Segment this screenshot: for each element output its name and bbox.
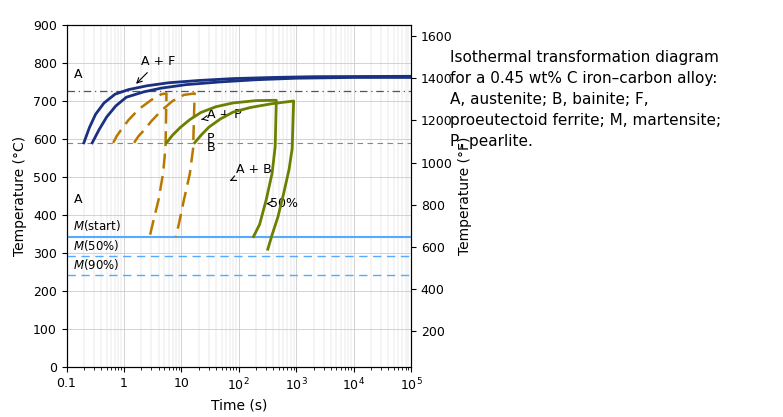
Text: A + B: A + B <box>231 163 272 181</box>
Y-axis label: Temperature (°C): Temperature (°C) <box>13 136 27 256</box>
Text: A + P: A + P <box>201 108 242 121</box>
Text: Isothermal transformation diagram
for a 0.45 wt% C iron–carbon alloy:
A, austeni: Isothermal transformation diagram for a … <box>450 50 721 149</box>
Text: A + F: A + F <box>137 55 175 83</box>
Text: A: A <box>74 68 82 81</box>
Text: B: B <box>207 141 215 154</box>
Text: P: P <box>207 133 215 146</box>
Text: A: A <box>74 193 82 206</box>
X-axis label: Time (s): Time (s) <box>211 399 267 413</box>
Text: $M$(50%): $M$(50%) <box>73 238 120 253</box>
Y-axis label: Temperature (°F): Temperature (°F) <box>458 137 472 255</box>
Text: $M$(90%): $M$(90%) <box>73 257 120 272</box>
Text: $M$(start): $M$(start) <box>73 218 121 233</box>
Text: 50%: 50% <box>267 197 298 211</box>
